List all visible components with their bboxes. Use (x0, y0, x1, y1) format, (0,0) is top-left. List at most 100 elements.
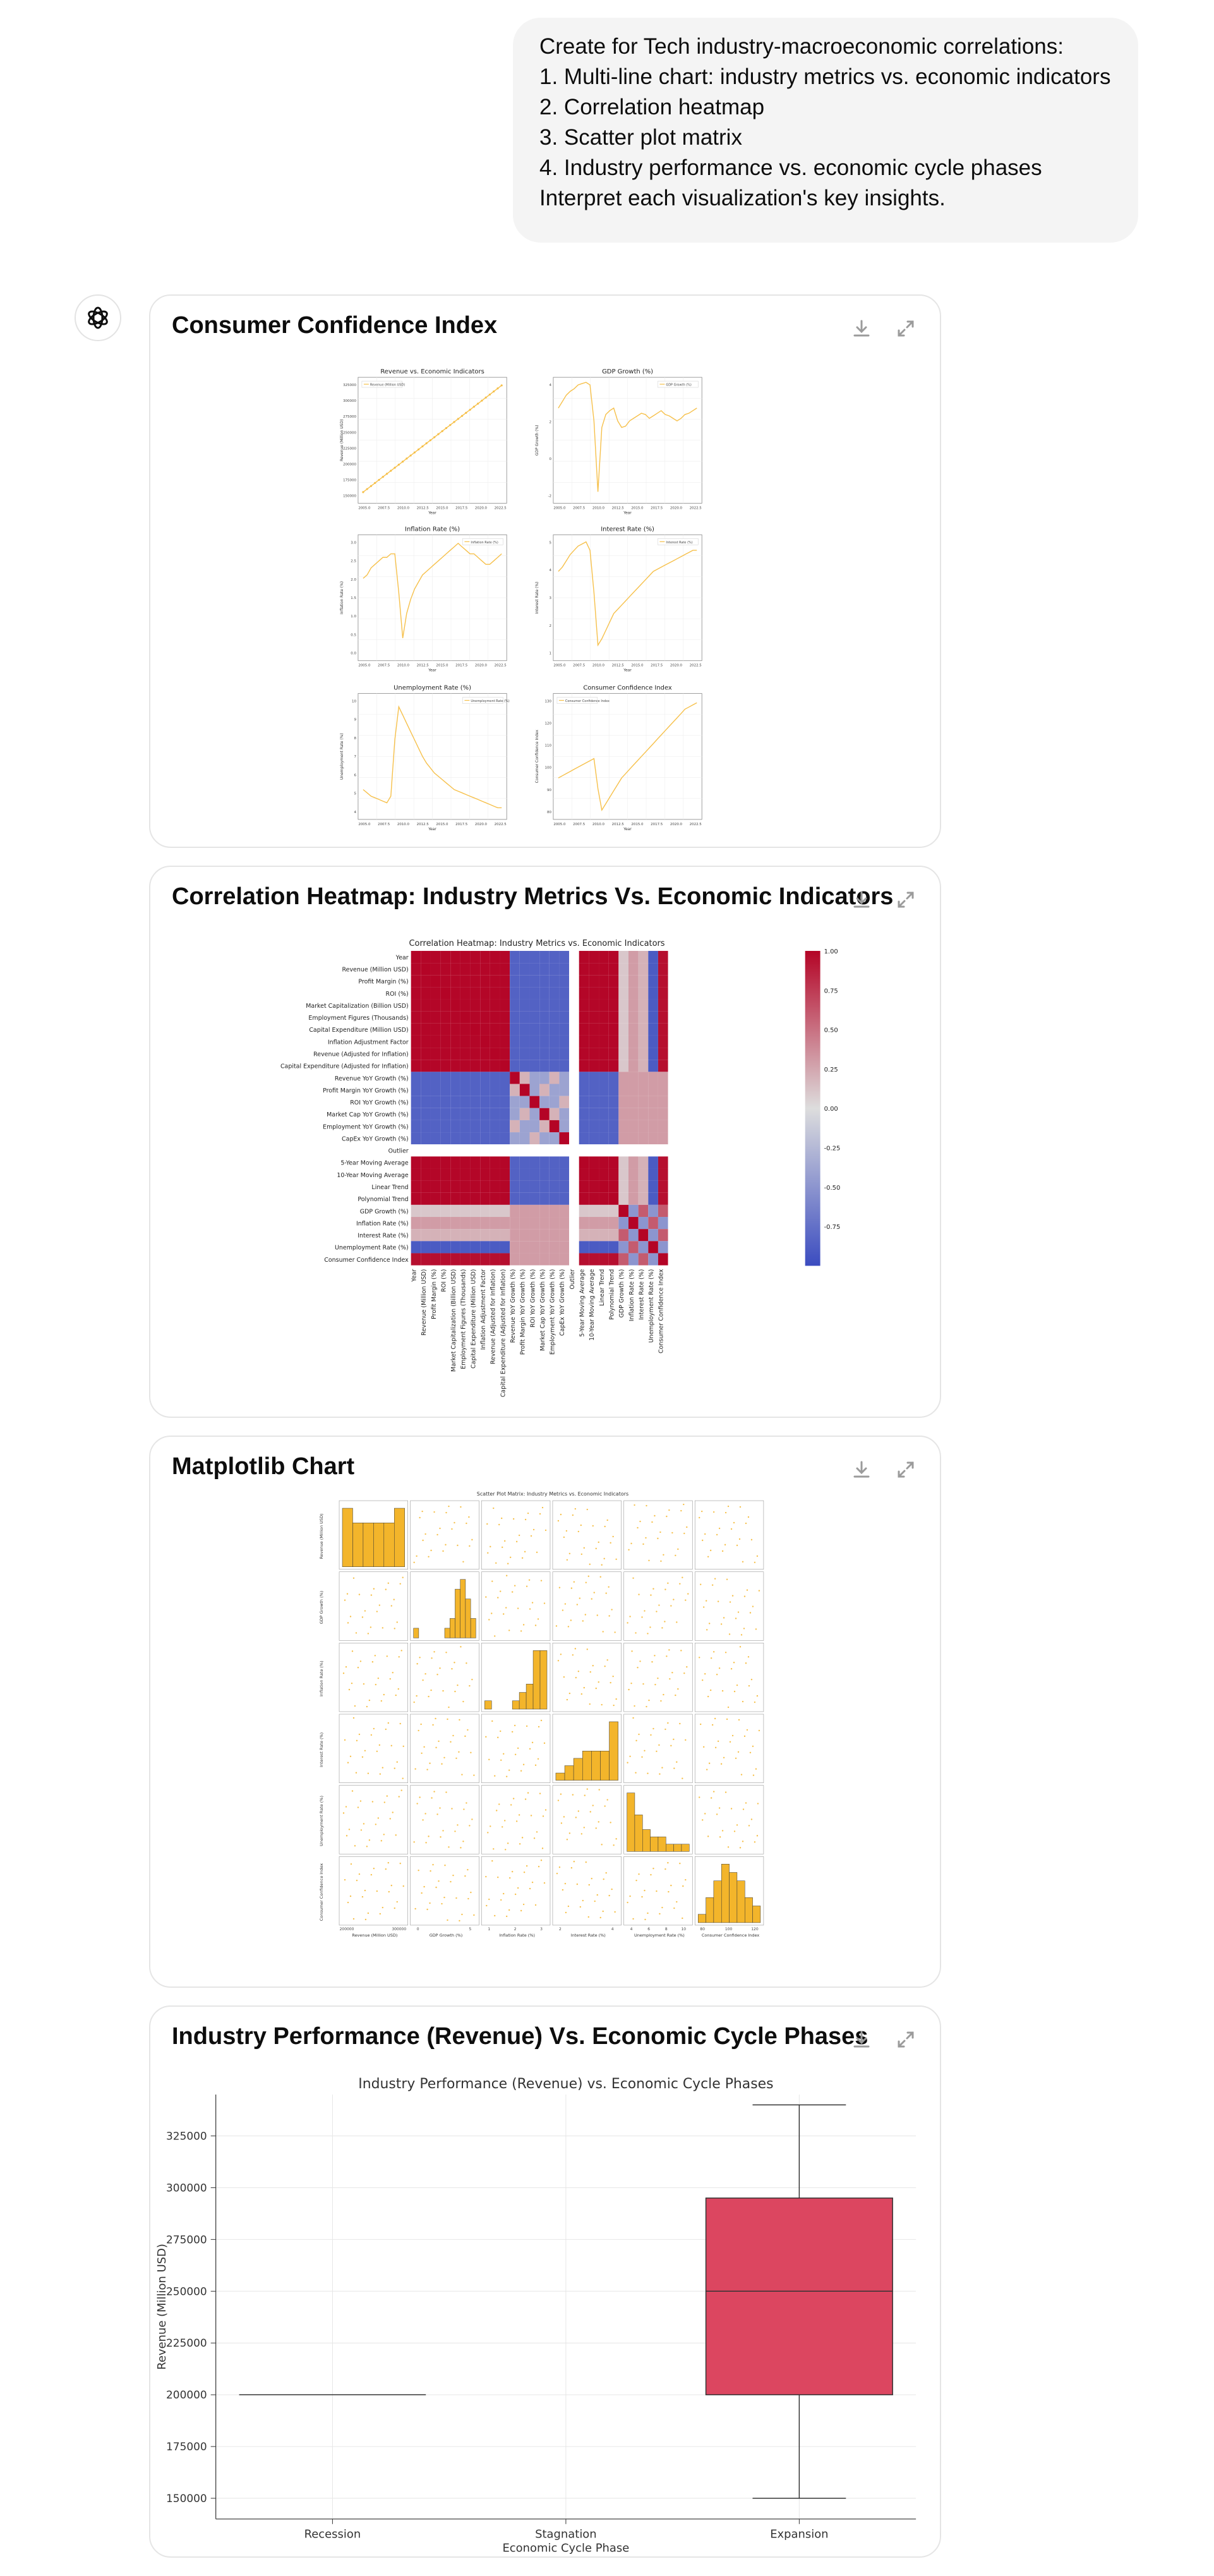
scatter-point (386, 1795, 388, 1797)
heatmap-cell (470, 1072, 481, 1084)
heatmap-cell (589, 950, 599, 964)
heatmap-cell (421, 1144, 431, 1157)
scatter-point (471, 1818, 473, 1820)
scatter-point (448, 1846, 450, 1848)
colorbar-tick: 0.25 (824, 1067, 838, 1073)
heatmap-cell (648, 963, 658, 976)
scatter-point (652, 1588, 654, 1590)
scatter-point (664, 1728, 666, 1731)
download-icon[interactable] (850, 888, 873, 911)
heatmap-cell (411, 1048, 421, 1060)
scatter-point (392, 1811, 394, 1813)
heatmap-cell (569, 1144, 579, 1157)
scatter-point (658, 1604, 660, 1606)
heatmap-cell (589, 1108, 599, 1120)
heatmap-cell (490, 975, 500, 988)
scatter-cell (410, 1643, 479, 1712)
scatter-point (754, 1701, 756, 1703)
heatmap-cell (430, 963, 441, 976)
heatmap-cell (638, 1180, 649, 1193)
column-label: Revenue (Million USD) (421, 1269, 428, 1336)
column-label: Capital Expenditure (Adjusted for Inflat… (500, 1269, 507, 1398)
heatmap-cell (608, 1241, 619, 1254)
x-tick-label: 4 (611, 1927, 614, 1932)
download-icon[interactable] (850, 2028, 873, 2051)
line-panel: Unemployment Rate (%)Unemployment Rate (… (340, 685, 510, 831)
x-axis-label: Inflation Rate (%) (499, 1933, 535, 1938)
data-point (370, 485, 373, 487)
heatmap-cell (460, 1156, 471, 1169)
heatmap-cell (539, 1204, 550, 1218)
heatmap-cell (411, 963, 421, 976)
heatmap-cell (460, 950, 471, 964)
heatmap-cell (539, 1084, 550, 1096)
scatter-point (703, 1606, 705, 1608)
scatter-point (704, 1533, 706, 1535)
expand-icon[interactable] (894, 2028, 917, 2051)
scatter-point (351, 1650, 354, 1652)
panel-title: Revenue vs. Economic Indicators (380, 368, 484, 375)
expand-icon[interactable] (894, 1458, 917, 1481)
scatter-point (383, 1693, 385, 1696)
scatter-point (377, 1677, 380, 1679)
heatmap-cell (579, 999, 589, 1012)
scatter-point (351, 1682, 353, 1684)
data-point (394, 466, 396, 469)
heatmap-cell (608, 1217, 619, 1230)
scatter-point (394, 1907, 395, 1909)
scatter-point (635, 1632, 637, 1634)
y-axis-label: Inflation Rate (%) (319, 1660, 324, 1696)
heatmap-cell (599, 1108, 609, 1120)
scatter-point (721, 1690, 724, 1692)
scatter-point (679, 1583, 681, 1585)
scatter-point (426, 1769, 428, 1770)
scatter-point (577, 1810, 580, 1812)
heatmap-cell (500, 1120, 510, 1133)
heatmap-cell (411, 1096, 421, 1108)
scatter-point (503, 1753, 505, 1755)
heatmap-cell (430, 1096, 441, 1108)
y-axis-label: GDP Growth (%) (535, 425, 539, 456)
y-axis-label: Consumer Confidence Index (535, 730, 539, 783)
heatmap-cell (460, 1180, 471, 1193)
scatter-point (682, 1576, 683, 1578)
heatmap-cell (421, 1217, 431, 1230)
heatmap-cell (500, 1253, 510, 1266)
download-icon[interactable] (850, 1458, 873, 1481)
heatmap-cell (628, 1120, 639, 1133)
download-icon[interactable] (850, 317, 873, 340)
scatter-point (433, 1511, 435, 1513)
scatter-point (514, 1893, 517, 1896)
heatmap-cell (569, 987, 579, 1000)
column-label: Inflation Adjustment Factor (480, 1269, 487, 1350)
histogram-bar (460, 1579, 466, 1638)
scatter-point (510, 1804, 512, 1806)
histogram-bar (539, 1650, 548, 1710)
scatter-point (454, 1662, 455, 1664)
card-title: Consumer Confidence Index (172, 312, 498, 339)
heatmap-cell (589, 1096, 599, 1108)
scatter-point (682, 1885, 684, 1887)
heatmap-cell (618, 1192, 628, 1205)
scatter-point (757, 1803, 759, 1805)
heatmap-cell (658, 1072, 668, 1084)
heatmap-cell (470, 1048, 481, 1060)
heatmap-cell (658, 1096, 668, 1108)
row-label: Employment YoY Growth (%) (323, 1123, 409, 1130)
heatmap-cell (618, 1035, 628, 1048)
scatter-point (572, 1794, 574, 1796)
heatmap-cell (549, 950, 560, 964)
expand-icon[interactable] (894, 888, 917, 911)
heatmap-cell (559, 1144, 570, 1157)
scatter-point (520, 1630, 522, 1632)
scatter-point (529, 1887, 531, 1890)
scatter-point (686, 1666, 688, 1668)
heatmap-cell (658, 1204, 668, 1218)
heatmap-cell (411, 987, 421, 1000)
heatmap-cell (569, 1180, 579, 1193)
colorbar-tick: 1.00 (824, 948, 838, 955)
heatmap-cell (638, 987, 649, 1000)
scatter-point (627, 1901, 628, 1904)
scatter-point (676, 1621, 678, 1623)
expand-icon[interactable] (894, 317, 917, 340)
